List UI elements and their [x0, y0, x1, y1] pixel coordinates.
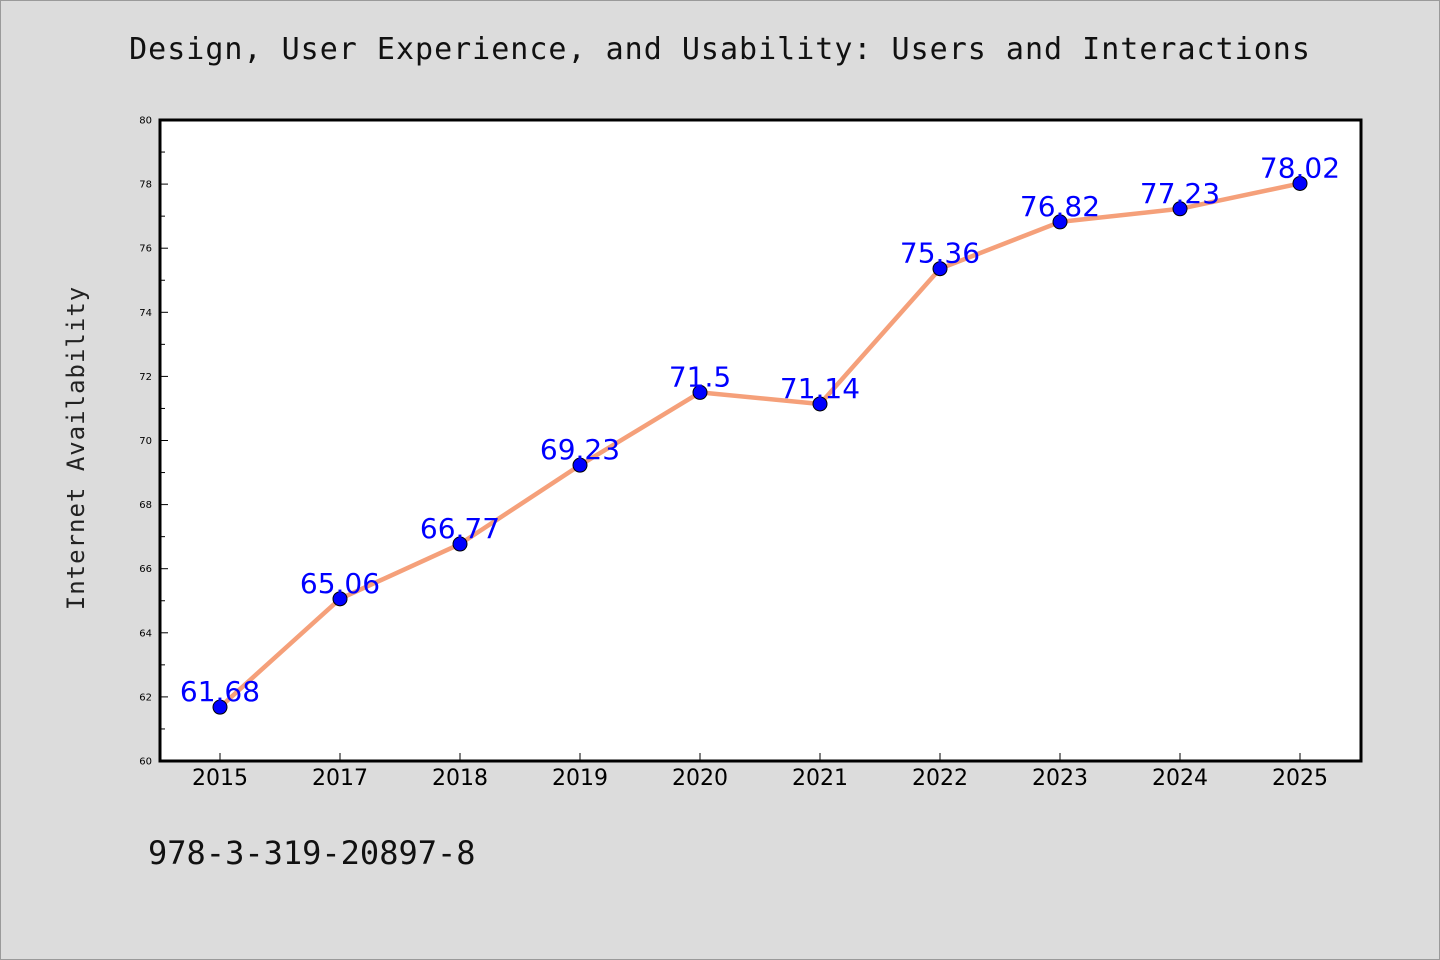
data-label: 71.5 [669, 360, 731, 393]
data-point [332, 591, 348, 607]
x-tick-label: 2025 [1272, 766, 1328, 791]
chart-title: Design, User Experience, and Usability: … [129, 32, 1311, 67]
footer-isbn: 978-3-319-20897-8 [148, 834, 476, 872]
data-label: 71.14 [780, 372, 860, 405]
y-tick-label: 76 [139, 244, 152, 255]
data-point [1052, 214, 1068, 230]
data-point [932, 261, 948, 277]
data-label: 65.06 [300, 567, 380, 600]
data-label: 78.02 [1260, 151, 1340, 184]
y-tick-label: 70 [139, 436, 152, 447]
x-axis-ticks: 2015 2017 2018 2019 2020 2021 2022 2023 2024 2025 [192, 753, 1328, 791]
data-point [212, 699, 228, 715]
y-tick-label: 64 [139, 628, 152, 639]
data-label: 77.23 [1140, 177, 1220, 210]
data-point [692, 384, 708, 400]
y-tick-label: 80 [139, 116, 152, 127]
data-point [812, 396, 828, 412]
data-point [572, 457, 588, 473]
x-tick-label: 2015 [192, 766, 248, 791]
x-tick-label: 2023 [1032, 766, 1088, 791]
data-label: 66.77 [420, 512, 500, 545]
x-tick-label: 2018 [432, 766, 488, 791]
series-group: 61.68 65.06 66.77 69.23 71.5 71.14 75.36 76.82 7… [180, 151, 1340, 715]
plot-area [158, 118, 1363, 763]
x-tick-label: 2017 [312, 766, 368, 791]
data-point [1292, 175, 1308, 191]
x-tick-label: 2022 [912, 766, 968, 791]
x-tick-label: 2024 [1152, 766, 1208, 791]
x-tick-label: 2020 [672, 766, 728, 791]
x-tick-label: 2019 [552, 766, 608, 791]
data-point [1172, 201, 1188, 217]
data-point [452, 536, 468, 552]
y-tick-label: 60 [139, 757, 152, 768]
y-axis-ticks: 60 62 64 66 68 70 72 74 76 78 80 [139, 116, 168, 768]
y-tick-label: 68 [139, 500, 152, 511]
y-tick-label: 78 [139, 180, 152, 191]
y-tick-label: 62 [139, 692, 152, 703]
y-tick-label: 74 [139, 308, 152, 319]
x-tick-label: 2021 [792, 766, 848, 791]
data-label: 76.82 [1020, 190, 1100, 223]
data-label: 61.68 [180, 675, 260, 708]
data-label: 75.36 [900, 237, 980, 270]
series-line [217, 181, 1303, 710]
data-label: 69.23 [540, 433, 620, 466]
y-tick-label: 72 [139, 372, 152, 383]
y-tick-label: 66 [139, 564, 152, 575]
